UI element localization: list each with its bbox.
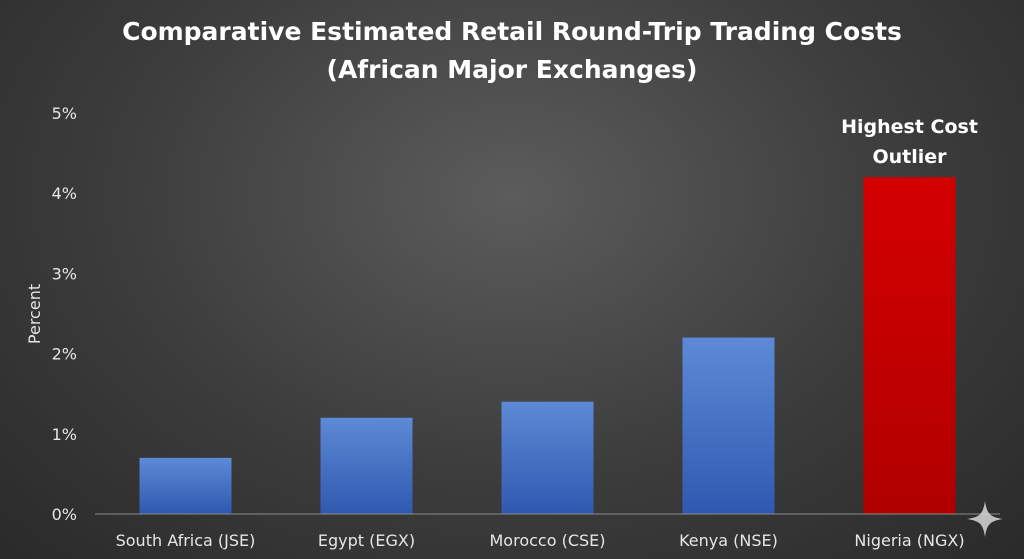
y-tick-label: 5% (52, 104, 77, 123)
y-axis-ticks: 0% 1% 2% 3% 4% 5% (52, 104, 77, 524)
bar-morocco-cse (501, 401, 594, 514)
bars (139, 177, 956, 514)
x-tick-label: Nigeria (NGX) (854, 531, 964, 550)
x-tick-label: Morocco (CSE) (490, 531, 606, 550)
y-axis-label: Percent (25, 284, 44, 344)
y-tick-label: 1% (52, 425, 77, 444)
annotation-line: Highest Cost (841, 116, 978, 138)
bar-nigeria-ngx (863, 177, 956, 514)
bar-south-africa-jse (139, 457, 232, 514)
x-tick-label: South Africa (JSE) (116, 531, 256, 550)
y-tick-label: 0% (52, 505, 77, 524)
y-tick-label: 3% (52, 264, 77, 283)
chart-subtitle: (African Major Exchanges) (327, 55, 698, 84)
sparkle-icon (967, 501, 1003, 537)
x-axis-labels: South Africa (JSE) Egypt (EGX) Morocco (CS… (116, 531, 965, 550)
annotation-line: Outlier (872, 146, 947, 168)
x-tick-label: Egypt (EGX) (318, 531, 415, 550)
bar-kenya-nse (682, 337, 775, 514)
chart-title: Comparative Estimated Retail Round-Trip … (122, 17, 902, 46)
bar-egypt-egx (320, 417, 413, 514)
y-tick-label: 4% (52, 184, 77, 203)
outlier-annotation: Highest Cost Outlier (841, 116, 978, 168)
y-tick-label: 2% (52, 345, 77, 364)
x-tick-label: Kenya (NSE) (679, 531, 778, 550)
